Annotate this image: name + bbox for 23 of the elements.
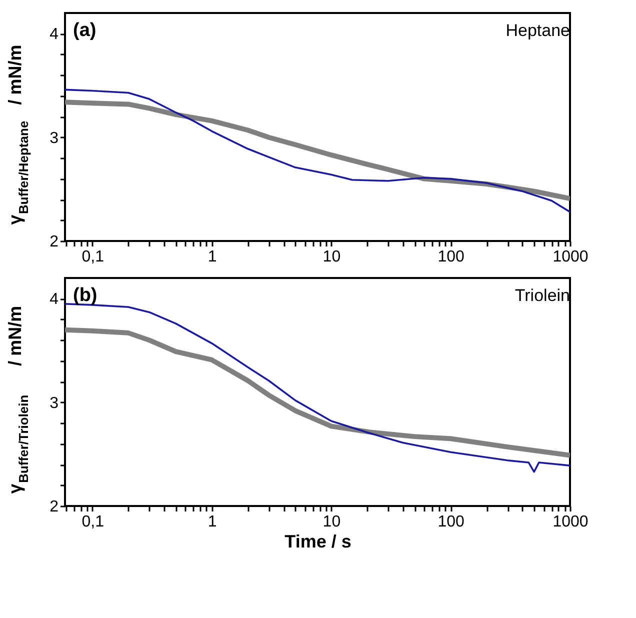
y-tick-label: 4	[50, 291, 59, 308]
x-tick-label: 0,1	[82, 248, 104, 266]
y-tick-label: 3	[50, 130, 59, 147]
annotation: (a)	[73, 20, 96, 41]
x-tick-label: 1000	[552, 514, 588, 530]
annotation: (b)	[73, 285, 98, 306]
x-tick-label: 10	[322, 514, 341, 530]
x-tick-label: 100	[438, 248, 465, 266]
x-tick-label: 10	[322, 248, 341, 266]
annotation: Heptane	[506, 21, 570, 40]
x-tick-label: 100	[438, 514, 465, 530]
x-tick-label: 0,1	[82, 514, 104, 530]
text: γBuffer/Triolein / mN/m	[5, 306, 31, 494]
y-tick-label: 2	[50, 498, 59, 516]
y-tick-label: 3	[50, 394, 59, 412]
x-axis-title: Time / s	[284, 532, 352, 552]
x-tick-label: 1	[208, 248, 217, 266]
x-tick-label: 1000	[552, 248, 588, 266]
y-tick-label: 2	[50, 234, 59, 250]
x-tick-label: 1	[208, 514, 217, 530]
text: γBuffer/Heptane / mN/m	[5, 44, 31, 225]
annotation: Triolein	[514, 286, 570, 305]
y-tick-label: 4	[50, 26, 59, 44]
